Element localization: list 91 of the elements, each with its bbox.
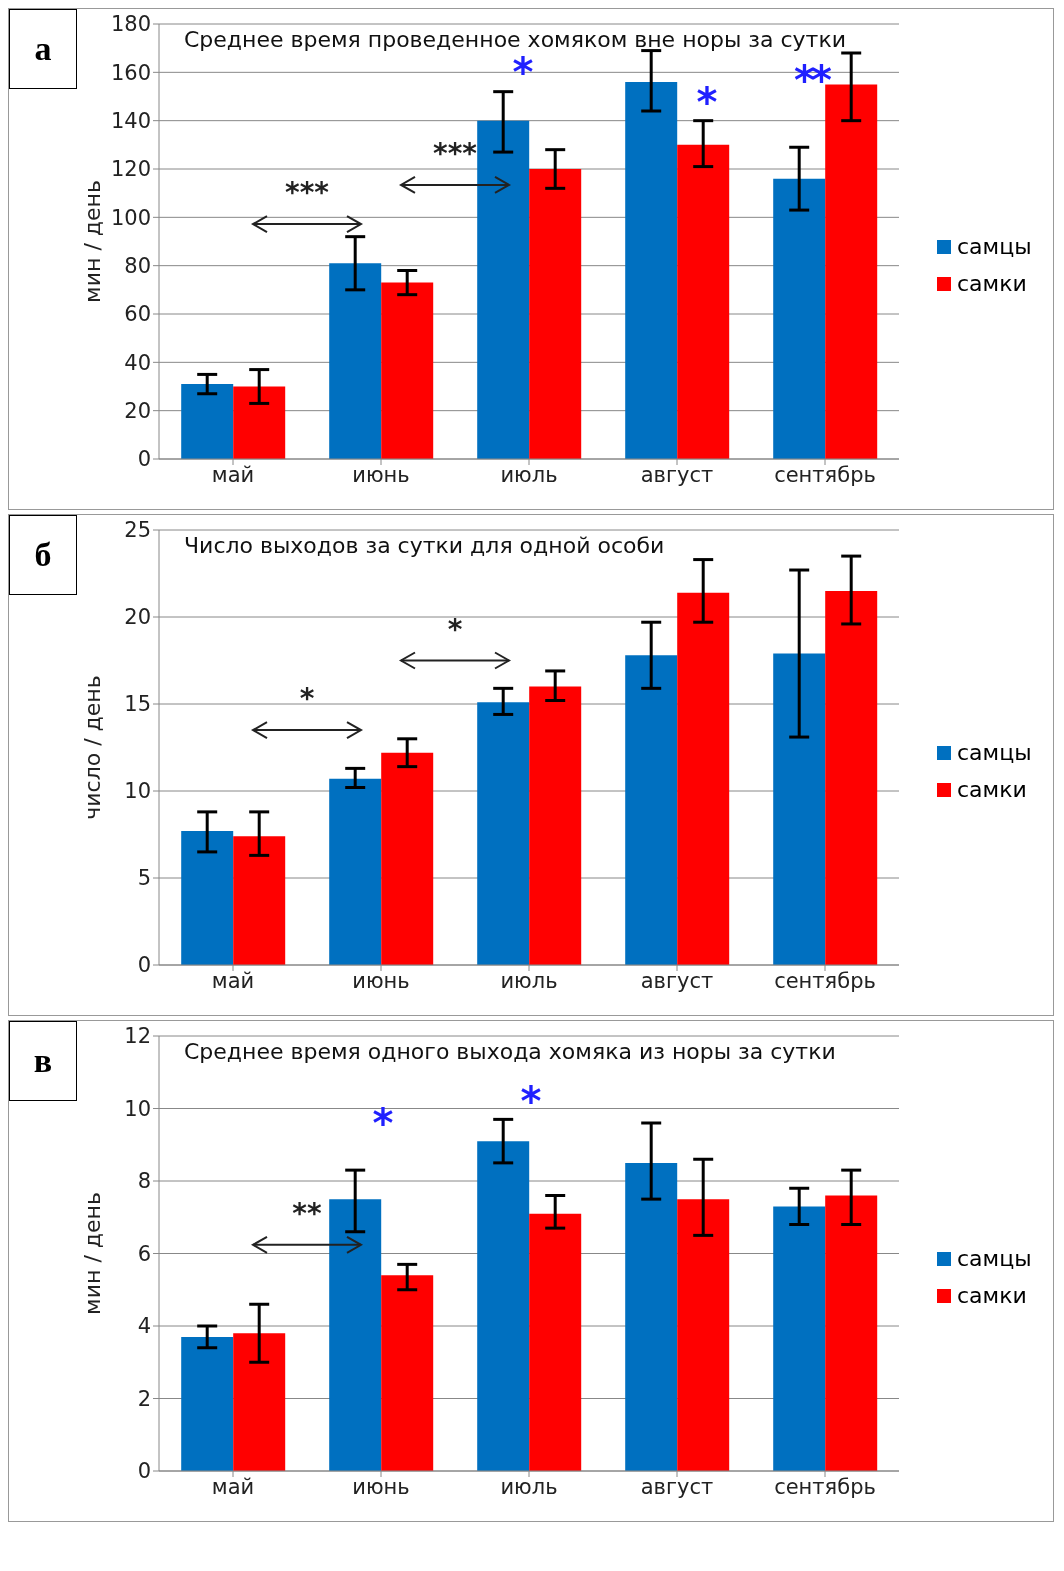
y-tick-label: 5: [137, 866, 151, 891]
bar: [181, 831, 234, 965]
annotation: *: [372, 1099, 394, 1146]
y-tick-label: 80: [124, 254, 151, 279]
text: а: [9, 9, 77, 89]
bar: [381, 282, 434, 459]
annotation: *: [299, 682, 315, 716]
text: б: [9, 515, 77, 595]
bar: [677, 1199, 730, 1471]
y-tick-label: 40: [124, 350, 151, 375]
x-tick-label: сентябрь: [774, 1474, 876, 1499]
text: в: [9, 1021, 77, 1101]
y-axis-title: мин / день: [79, 180, 105, 303]
bar: [825, 84, 878, 459]
chart-title: Число выходов за сутки для одной особи: [184, 533, 665, 558]
chart-title: Среднее время одного выхода хомяка из норы за сутки: [184, 1039, 836, 1064]
annotation: *: [447, 612, 463, 646]
bar: [625, 655, 678, 965]
y-axis-title: мин / день: [79, 1192, 105, 1315]
bar: [381, 1275, 434, 1471]
bar: [233, 1333, 286, 1471]
y-tick-label: 100: [110, 205, 151, 230]
y-tick-label: 2: [137, 1386, 151, 1411]
annotation: *: [696, 78, 718, 125]
x-tick-label: июнь: [352, 1474, 410, 1499]
bar: [825, 590, 878, 965]
legend-label: самки: [956, 271, 1028, 296]
x-tick-label: июнь: [352, 462, 410, 487]
x-tick-label: июль: [500, 968, 558, 993]
y-tick-label: 10: [124, 779, 151, 804]
y-tick-label: 120: [110, 157, 151, 182]
y-tick-label: 0: [137, 1459, 151, 1484]
annotation: **: [794, 57, 832, 104]
legend-label: самцы: [956, 234, 1032, 259]
bar: [477, 120, 530, 459]
y-tick-label: 8: [137, 1169, 151, 1194]
bar: [773, 653, 826, 965]
bar: [233, 836, 286, 965]
y-tick-label: 20: [124, 399, 151, 424]
bar: [181, 384, 234, 459]
bar: [529, 1213, 582, 1471]
x-tick-label: сентябрь: [774, 968, 876, 993]
y-tick-label: 20: [124, 605, 151, 630]
x-tick-label: июль: [500, 462, 558, 487]
bar: [677, 144, 730, 459]
x-tick-label: июль: [500, 1474, 558, 1499]
bar: [773, 178, 826, 459]
legend-label: самцы: [956, 740, 1032, 765]
x-tick-label: август: [640, 968, 714, 993]
y-tick-label: 12: [124, 1024, 151, 1049]
y-tick-label: 180: [110, 12, 151, 37]
y-tick-label: 25: [124, 518, 151, 543]
y-tick-label: 60: [124, 302, 151, 327]
bar: [625, 82, 678, 459]
bar: [773, 1206, 826, 1471]
y-tick-label: 0: [137, 447, 151, 472]
legend-label: самцы: [956, 1246, 1032, 1271]
bar: [825, 1195, 878, 1471]
legend-label: самки: [956, 1283, 1028, 1308]
legend-label: самки: [956, 777, 1028, 802]
bar: [233, 386, 286, 459]
y-tick-label: 140: [110, 109, 151, 134]
x-tick-label: май: [211, 1474, 255, 1499]
bar: [181, 1336, 234, 1471]
y-axis-title: число / день: [79, 675, 105, 820]
bar: [381, 752, 434, 965]
x-tick-label: август: [640, 1474, 714, 1499]
bar: [477, 702, 530, 965]
x-tick-label: июнь: [352, 968, 410, 993]
x-tick-label: май: [211, 462, 255, 487]
bar: [625, 1162, 678, 1471]
bar: [329, 1199, 382, 1471]
y-tick-label: 0: [137, 953, 151, 978]
bar: [329, 263, 382, 459]
bar: [529, 686, 582, 965]
x-tick-label: сентябрь: [774, 462, 876, 487]
x-tick-label: май: [211, 968, 255, 993]
y-tick-label: 6: [137, 1241, 151, 1266]
annotation: **: [292, 1196, 322, 1230]
bar: [329, 778, 382, 965]
bar: [677, 592, 730, 965]
bar: [477, 1141, 530, 1471]
y-tick-label: 10: [124, 1096, 151, 1121]
y-tick-label: 15: [124, 692, 151, 717]
annotation: *: [520, 1077, 542, 1124]
annotation: ***: [285, 176, 330, 210]
x-tick-label: август: [640, 462, 714, 487]
bar: [529, 169, 582, 459]
annotation: ***: [433, 136, 478, 170]
y-tick-label: 4: [137, 1314, 151, 1339]
y-tick-label: 160: [110, 60, 151, 85]
